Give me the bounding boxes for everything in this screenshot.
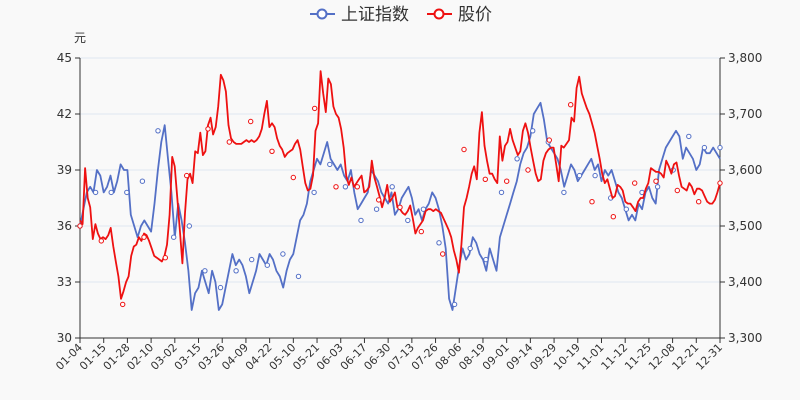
price-point — [162, 255, 169, 261]
price-point — [482, 176, 488, 183]
right-tick-label: 3,700 — [728, 107, 762, 121]
price-point — [696, 199, 702, 205]
index-point — [483, 256, 489, 263]
index-point — [342, 184, 349, 190]
price-point — [184, 172, 190, 179]
price-point — [717, 180, 723, 186]
index-point — [233, 268, 239, 274]
price-point — [205, 126, 211, 132]
price-point — [98, 238, 105, 244]
price-point — [120, 301, 126, 308]
index-point — [576, 172, 583, 179]
index-point — [467, 245, 473, 252]
index-point — [295, 273, 302, 280]
index-point — [592, 172, 598, 179]
price-point — [504, 178, 510, 184]
index-point — [264, 262, 270, 268]
price-point — [333, 184, 339, 190]
price-point — [568, 102, 574, 108]
price-point — [461, 146, 467, 153]
price-point — [589, 199, 595, 205]
index-point — [171, 234, 177, 240]
left-tick-label: 39 — [57, 163, 72, 177]
index-point — [498, 189, 505, 196]
price-point — [141, 234, 147, 240]
index-point — [654, 184, 661, 190]
index-point — [436, 240, 442, 246]
index-point — [155, 128, 161, 134]
index-point — [373, 206, 380, 212]
index-point — [217, 284, 224, 291]
index-point — [202, 268, 208, 274]
right-tick-label: 3,400 — [728, 275, 762, 289]
price-point — [632, 180, 638, 186]
price-point — [418, 228, 424, 235]
price-point — [226, 139, 233, 145]
left-tick-label: 36 — [57, 219, 72, 233]
price-point — [77, 223, 83, 229]
right-tick-label: 3,300 — [728, 331, 762, 345]
price-point — [610, 214, 616, 220]
right-tick-label: 3,600 — [728, 163, 762, 177]
price-point — [440, 251, 446, 257]
left-tick-label: 45 — [57, 51, 72, 65]
index-point — [280, 251, 286, 257]
index-point — [701, 144, 708, 151]
index-point — [92, 189, 99, 196]
x-tick-label: 12-31 — [693, 341, 725, 373]
price-point — [354, 184, 360, 190]
legend-index-label[interactable]: 上证指数 — [341, 5, 409, 25]
index-point — [420, 206, 427, 212]
price-point — [653, 178, 659, 184]
index-point — [108, 189, 114, 196]
right-tick-label: 3,800 — [728, 51, 762, 65]
index-point — [358, 217, 364, 224]
right-tick-label: 3,500 — [728, 219, 762, 233]
index-point — [686, 133, 692, 140]
index-point — [514, 156, 520, 162]
series-price — [77, 70, 723, 308]
legend-price-label[interactable]: 股价 — [458, 5, 492, 25]
index-point — [327, 161, 333, 168]
price-point — [546, 137, 552, 143]
index-point — [623, 206, 629, 212]
index-point — [717, 144, 723, 151]
left-tick-label: 33 — [57, 275, 72, 289]
index-point — [405, 217, 411, 224]
series-index — [77, 101, 723, 311]
left-tick-label: 30 — [57, 331, 72, 345]
index-point — [124, 189, 130, 196]
index-point — [139, 178, 146, 184]
index-point — [186, 223, 193, 229]
price-line — [79, 70, 721, 300]
chart-legend: 上证指数 股价 — [310, 5, 492, 25]
index-point — [389, 184, 395, 190]
index-point — [311, 189, 317, 196]
legend-index-marker — [316, 8, 328, 20]
index-point — [451, 301, 458, 308]
left-tick-label: 42 — [57, 107, 72, 121]
index-point — [249, 256, 255, 263]
price-point — [248, 118, 254, 125]
index-point — [561, 189, 567, 196]
price-point — [312, 105, 318, 112]
legend-price-marker — [433, 8, 445, 20]
index-line — [79, 101, 721, 311]
price-point — [674, 187, 680, 194]
price-point — [376, 197, 382, 203]
price-point — [269, 148, 275, 155]
index-point — [530, 128, 536, 134]
price-point — [290, 174, 296, 181]
price-point — [397, 204, 403, 211]
price-point — [525, 167, 531, 173]
left-axis-unit: 元 — [74, 31, 86, 45]
